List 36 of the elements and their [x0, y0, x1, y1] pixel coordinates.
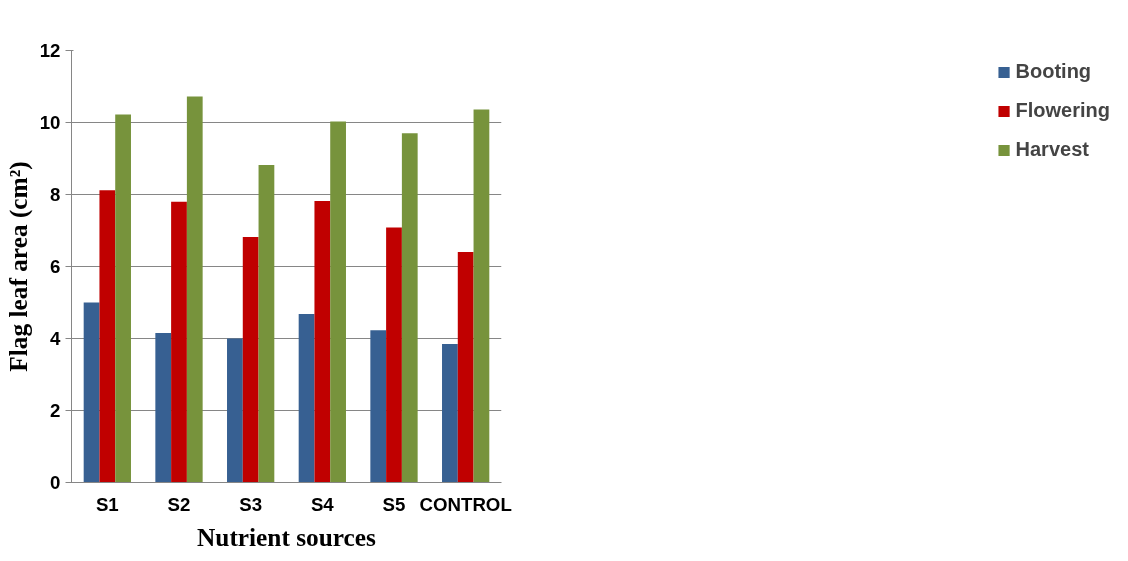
legend-label: Booting — [1015, 60, 1092, 83]
bar — [186, 96, 203, 483]
bar — [314, 200, 331, 483]
bar — [401, 133, 418, 483]
y-tick-label: 12 — [39, 40, 61, 61]
y-axis-title: Flag leaf area (cm²) — [3, 161, 33, 372]
bar — [442, 343, 458, 483]
bar — [227, 338, 243, 483]
bar — [155, 333, 172, 483]
y-tick-label: 4 — [50, 328, 62, 349]
bar — [258, 164, 275, 483]
bar — [171, 201, 187, 483]
x-tick-label: S5 — [382, 493, 406, 515]
y-tick-label: 0 — [50, 472, 61, 493]
y-tick-label: 8 — [50, 184, 61, 205]
y-tick-label: 6 — [50, 256, 61, 277]
bar — [370, 330, 387, 483]
bar — [298, 314, 315, 483]
x-tick-label: S4 — [310, 493, 335, 515]
bar — [386, 227, 402, 483]
x-tick-label: S2 — [167, 493, 191, 515]
bar — [330, 121, 346, 483]
bar — [99, 190, 116, 483]
y-tick-label: 10 — [39, 112, 61, 133]
x-tick-label: S1 — [95, 493, 119, 515]
bar — [83, 302, 100, 483]
y-tick-label: 2 — [50, 400, 61, 421]
legend-label: Flowering — [1015, 99, 1110, 122]
bar — [242, 236, 259, 483]
bar — [473, 109, 490, 483]
bar — [457, 252, 474, 483]
x-tick-label: S3 — [239, 493, 263, 515]
bar — [115, 114, 131, 483]
x-tick-label: CONTROL — [419, 493, 512, 515]
x-axis-title: Nutrient sources — [197, 522, 377, 551]
legend-label: Harvest — [1015, 138, 1089, 161]
